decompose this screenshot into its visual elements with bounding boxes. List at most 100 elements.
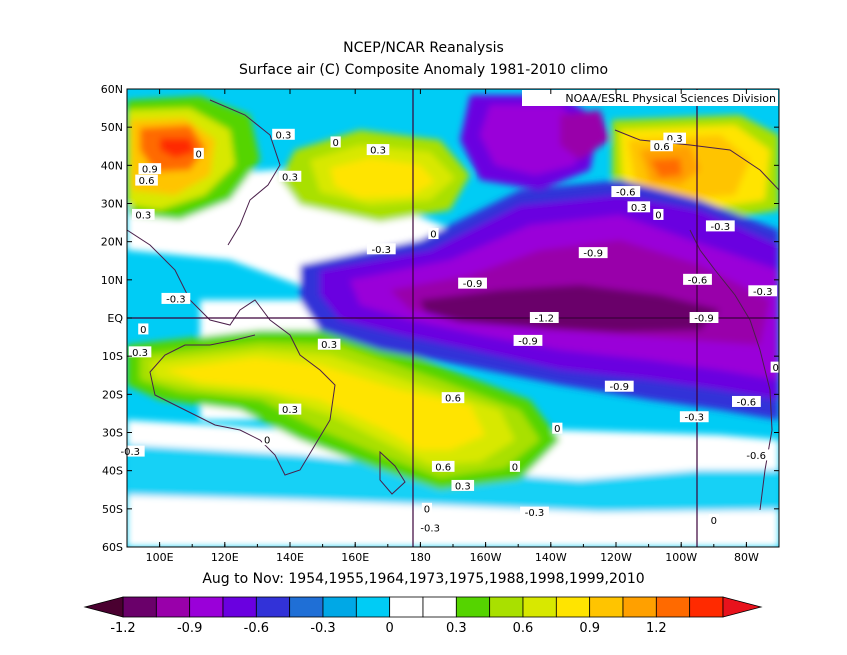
y-tick-label: 20S <box>102 388 123 401</box>
contour-label: 0.6 <box>441 392 465 405</box>
contour-label-bg <box>663 132 686 144</box>
contour-label-bg <box>689 312 719 323</box>
colorbar-swatch <box>655 596 691 618</box>
contour-label-bg <box>132 208 155 220</box>
contour-label-text: -0.6 <box>737 397 757 408</box>
contour-label-text: 0.6 <box>445 394 461 405</box>
contour-label-text: -0.3 <box>166 294 186 305</box>
contour-label-bg <box>520 506 549 518</box>
contour-label: -0.3 <box>748 285 778 298</box>
contour-label-text: -0.3 <box>684 413 704 424</box>
contour-label: -0.3 <box>520 506 549 519</box>
contour-label-text: 0.6 <box>139 176 155 187</box>
contour-label-text: 0.6 <box>654 142 670 153</box>
x-tick-label: 180 <box>410 551 431 564</box>
x-tick-label: 120W <box>600 551 632 564</box>
contour-label-text: 0.3 <box>282 405 298 416</box>
contour-label-text: 0 <box>264 436 270 447</box>
contour-label: 0.6 <box>431 460 455 473</box>
contour-label-bg <box>509 460 521 472</box>
contour-label: 0 <box>330 136 341 149</box>
contour-label-bg <box>552 422 563 434</box>
colorbar-label: -0.6 <box>244 621 269 636</box>
contour-label-text: -1.2 <box>535 314 555 325</box>
contour-label: 0.3 <box>366 144 390 157</box>
contour-label-bg <box>741 449 771 461</box>
contour-label-bg <box>650 140 673 152</box>
composite-years: Aug to Nov: 1954,1955,1964,1973,1975,198… <box>202 571 645 587</box>
contour-label: 0.3 <box>278 403 302 416</box>
contour-label-bg <box>128 346 152 358</box>
contour-label-text: 0.3 <box>282 172 298 183</box>
contour-label-text: 0 <box>554 424 560 435</box>
contour-label: -0.3 <box>115 445 145 458</box>
contour-label-text: 0.3 <box>631 203 647 214</box>
contour-label: -0.3 <box>161 292 191 305</box>
colorbar-swatch <box>422 596 457 618</box>
colorbar-label: 1.2 <box>646 621 667 636</box>
contour-label-bg <box>513 334 543 346</box>
contour-label-bg <box>627 201 651 213</box>
contour-label-bg <box>705 220 735 232</box>
colorbar-label: -0.3 <box>310 621 335 636</box>
contour-label-text: -0.9 <box>694 314 714 325</box>
y-tick-label: 40S <box>102 465 123 478</box>
contour-label: 0 <box>421 502 433 515</box>
contour-label-text: 0 <box>332 138 338 149</box>
contour-label: -0.9 <box>513 334 543 347</box>
contour-label-bg <box>317 338 341 350</box>
colorbar-high-arrow <box>722 596 763 618</box>
contour-label: -0.9 <box>689 312 719 325</box>
contour-label-text: 0 <box>140 325 146 336</box>
x-tick-label: 120E <box>211 551 239 564</box>
x-tick-label: 140W <box>535 551 567 564</box>
colorbar-label: 0 <box>386 621 394 636</box>
contour-label-text: 0 <box>711 516 717 527</box>
colorbar-label: -0.9 <box>177 621 202 636</box>
contour-label-bg <box>529 312 559 323</box>
colorbar-low-arrow <box>83 596 124 618</box>
y-tick-label: 60N <box>101 83 123 96</box>
contour-label-bg <box>604 380 634 392</box>
contour-label: -0.6 <box>741 449 771 462</box>
contour-label: 0 <box>653 208 664 221</box>
contour-label: 0.3 <box>278 170 302 183</box>
contour-label-text: -0.6 <box>688 275 708 286</box>
x-tick-label: 100W <box>665 551 697 564</box>
contour-label: -0.9 <box>458 277 487 290</box>
contour-label-bg <box>278 403 302 415</box>
contour-label: 0.3 <box>272 128 295 141</box>
colorbar-swatch <box>322 596 357 618</box>
contour-label-text: -0.6 <box>746 451 766 462</box>
contour-label-bg <box>578 247 608 259</box>
x-tick-label: 140E <box>276 551 304 564</box>
contour-label: 0 <box>428 228 439 241</box>
contour-label-text: 0.3 <box>370 146 386 157</box>
contour-label-bg <box>431 460 455 472</box>
contour-label: 0.3 <box>317 338 341 351</box>
contour-label: 0.9 <box>138 163 162 176</box>
contour-label-text: 0.3 <box>667 134 683 145</box>
contour-label-bg <box>115 445 145 457</box>
colorbar-swatch <box>555 596 591 618</box>
contour-label-bg <box>421 502 433 514</box>
contour-labels: -1.2 -0.9 -0.9 -0.9 -0.9 -0.9 -0.6 -0.6 -0.6 -0.6… <box>115 128 781 534</box>
contour-label-bg <box>611 186 641 198</box>
contour-label-text: -0.9 <box>610 382 630 393</box>
contour-label-bg <box>451 479 475 491</box>
contour-label-bg <box>441 392 465 404</box>
contour-label-text: -0.3 <box>121 447 141 458</box>
contour-label: -0.9 <box>578 247 608 260</box>
y-tick-label: 30N <box>101 198 123 211</box>
contour-label: -0.3 <box>679 411 709 424</box>
colorbar-swatch <box>455 596 491 618</box>
contour-label-text: -0.3 <box>753 287 773 298</box>
contour-label-bg <box>262 434 273 446</box>
y-tick-label: 50N <box>101 121 123 134</box>
contour-label: 0 <box>770 361 781 374</box>
contour-label-text: -0.3 <box>420 523 440 534</box>
contour-label-bg <box>272 128 295 140</box>
x-axis: 100E 120E 140E 160E 180 160W 140W 120W 100W 80W <box>146 89 759 564</box>
contour-label: -0.9 <box>604 380 634 393</box>
